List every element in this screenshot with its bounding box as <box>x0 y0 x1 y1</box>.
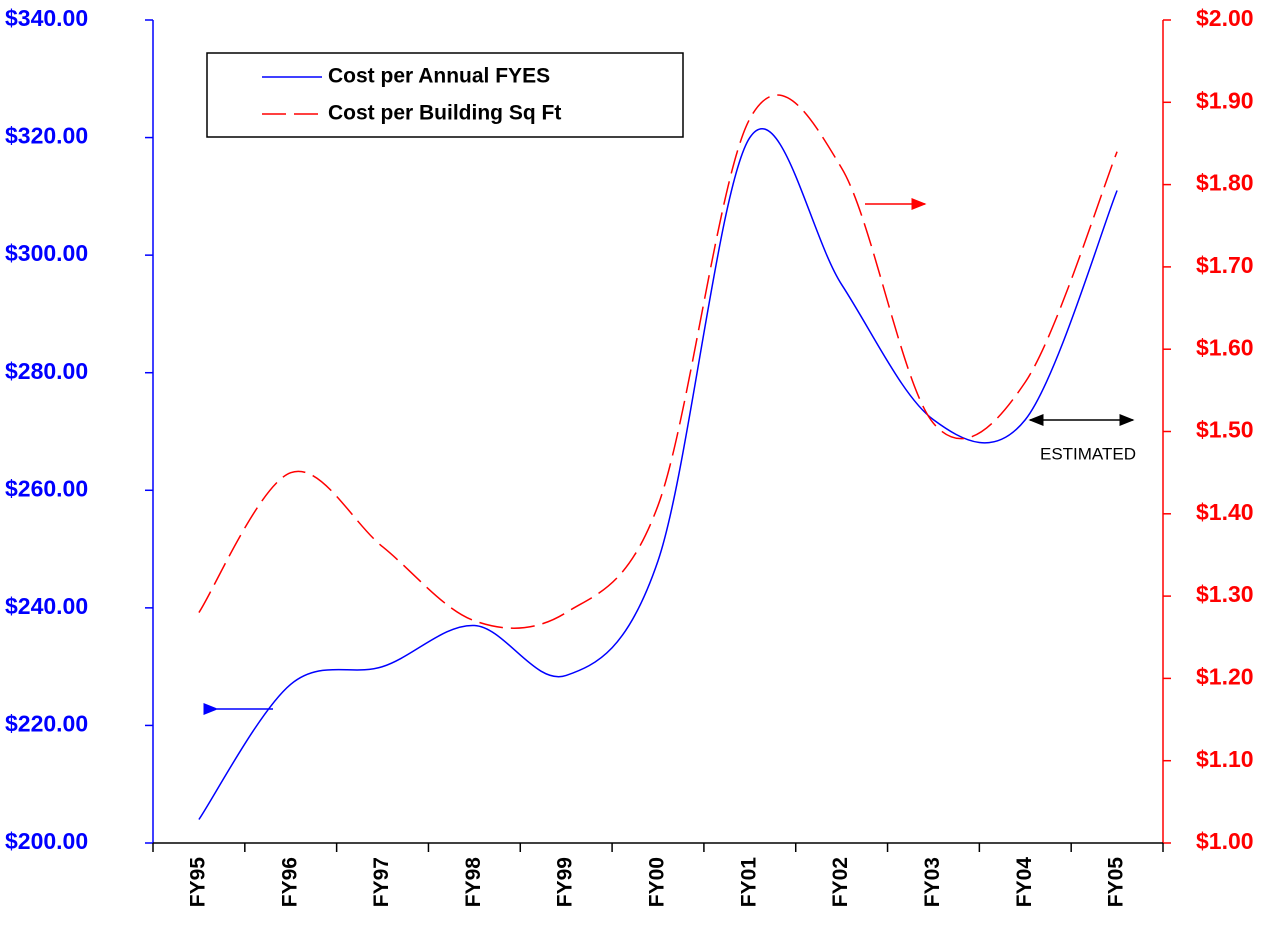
x-tick-label: FY02 <box>829 857 852 907</box>
x-tick-label: FY00 <box>646 857 669 907</box>
x-tick-label: FY03 <box>921 857 944 907</box>
y2-tick-label: $1.80 <box>1196 170 1254 196</box>
x-tick-label: FY01 <box>737 857 760 908</box>
y2-tick-label: $1.60 <box>1196 334 1254 360</box>
x-tick-label: FY04 <box>1013 857 1036 908</box>
series-line <box>198 128 1118 820</box>
legend-label: Cost per Annual FYES <box>328 65 550 88</box>
x-tick-label: FY05 <box>1105 857 1128 908</box>
y2-tick-label: $1.40 <box>1196 499 1254 525</box>
x-tick-label: FY99 <box>554 857 577 907</box>
x-tick-label: FY98 <box>462 857 485 908</box>
y-tick-label: $220.00 <box>5 711 88 737</box>
y-tick-label: $300.00 <box>5 240 88 266</box>
y-tick-label: $240.00 <box>5 593 88 619</box>
x-tick-label: FY96 <box>278 857 301 907</box>
y2-tick-label: $2.00 <box>1196 5 1254 31</box>
x-tick-label: FY97 <box>370 857 393 907</box>
y-tick-label: $320.00 <box>5 123 88 149</box>
y2-tick-label: $1.10 <box>1196 746 1254 772</box>
y2-tick-label: $1.90 <box>1196 87 1254 113</box>
y2-tick-label: $1.70 <box>1196 252 1254 278</box>
y-tick-label: $340.00 <box>5 5 88 31</box>
y2-tick-label: $1.30 <box>1196 581 1254 607</box>
y-tick-label: $280.00 <box>5 358 88 384</box>
y2-tick-label: $1.20 <box>1196 663 1254 689</box>
legend-label: Cost per Building Sq Ft <box>328 102 561 125</box>
legend-box <box>206 52 684 138</box>
y-tick-label: $200.00 <box>5 828 88 854</box>
y2-tick-label: $1.50 <box>1196 417 1254 443</box>
y-tick-label: $260.00 <box>5 475 88 501</box>
series-line <box>198 94 1118 629</box>
y2-tick-label: $1.00 <box>1196 828 1254 854</box>
x-tick-label: FY95 <box>186 857 209 908</box>
annotation: ESTIMATED <box>1040 444 1136 463</box>
